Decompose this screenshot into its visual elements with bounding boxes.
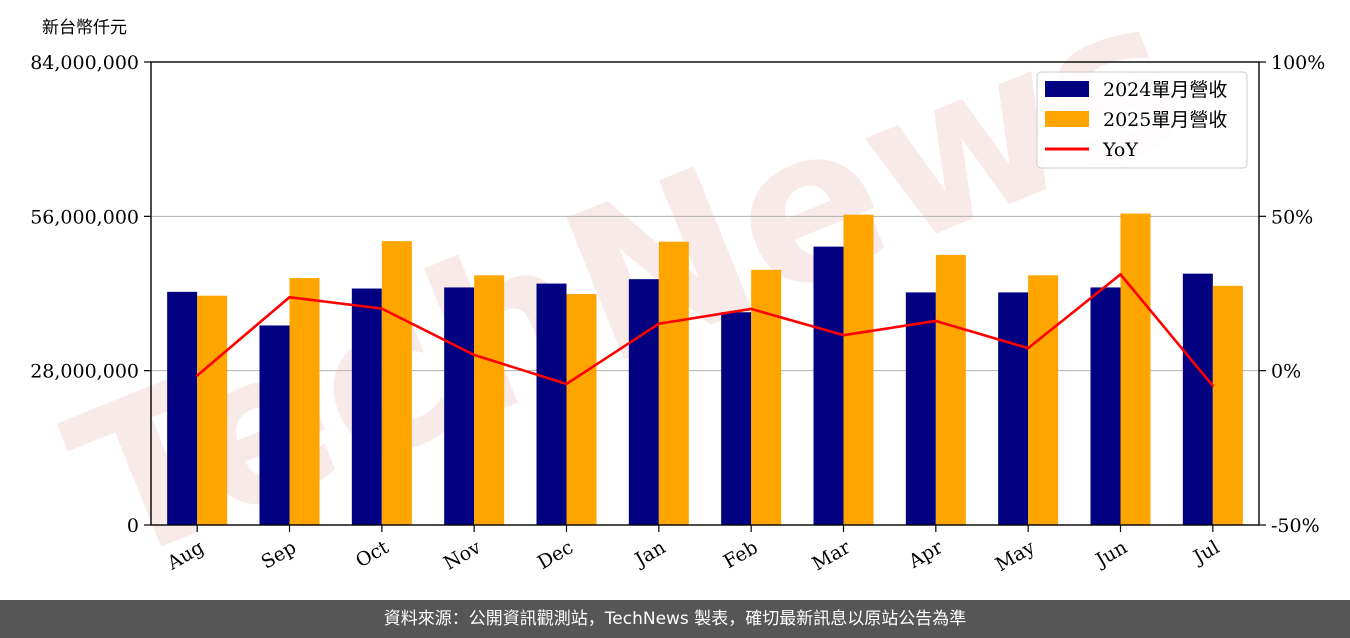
bar-2024-apr xyxy=(905,292,936,525)
bar-2024-nov xyxy=(444,287,475,525)
yoy-point-oct xyxy=(380,307,384,310)
x-tick-label-apr: Apr xyxy=(904,536,947,573)
bar-2025-apr xyxy=(935,254,966,525)
yoy-point-mar xyxy=(842,333,845,337)
yoy-point-aug xyxy=(195,374,199,377)
x-tick-label-feb: Feb xyxy=(720,536,762,573)
yoy-point-jul xyxy=(1211,384,1215,387)
x-tick-label-dec: Dec xyxy=(534,536,577,574)
y-right-tick-label-1: 0% xyxy=(1271,361,1301,383)
x-tick-label-oct: Oct xyxy=(352,536,393,572)
bar-2024-may xyxy=(998,292,1029,525)
legend-item-1-swatch xyxy=(1045,111,1089,127)
y-right-tick-label-2: 50% xyxy=(1271,206,1313,228)
yoy-point-apr xyxy=(934,319,938,323)
x-tick-label-mar: Mar xyxy=(808,536,854,575)
y-left-tick-label-1: 28,000,000 xyxy=(30,361,139,383)
legend-item-1-label: 2025單月營收 xyxy=(1103,109,1227,131)
y-left-tick-label-0: 0 xyxy=(127,515,139,537)
bar-2025-nov xyxy=(474,275,505,525)
y-left-tick-label-2: 56,000,000 xyxy=(30,206,139,228)
bar-2025-sep xyxy=(289,278,320,525)
yoy-point-jan xyxy=(657,322,661,325)
yoy-point-feb xyxy=(749,307,753,311)
yoy-point-dec xyxy=(565,382,568,386)
legend-item-0-swatch xyxy=(1045,81,1089,97)
yoy-point-may xyxy=(1026,346,1030,350)
bar-2025-feb xyxy=(751,269,782,525)
bar-2024-oct xyxy=(351,288,382,525)
bar-2025-jun xyxy=(1120,213,1151,525)
bar-2025-jan xyxy=(658,241,689,525)
bar-2024-jan xyxy=(628,279,659,525)
x-tick-label-nov: Nov xyxy=(440,536,485,575)
x-tick-label-jul: Jul xyxy=(1188,536,1223,569)
footer-source-note: 資料來源：公開資訊觀測站，TechNews 製表，確切最新訊息以原站公告為準 xyxy=(0,600,1350,638)
yoy-line xyxy=(196,273,1214,387)
y-unit-label: 新台幣仟元 xyxy=(42,18,127,38)
bar-2024-sep xyxy=(259,325,290,525)
y-right-tick-label-3: 100% xyxy=(1271,52,1325,74)
legend-box xyxy=(1036,71,1248,169)
bar-2024-mar xyxy=(813,246,844,525)
yoy-point-jun xyxy=(1119,273,1122,276)
x-tick-label-may: May xyxy=(992,536,1039,576)
x-tick-label-jan: Jan xyxy=(630,536,670,572)
plot-frame xyxy=(150,61,1260,526)
bars xyxy=(167,213,1243,526)
bar-2025-aug xyxy=(197,295,228,525)
yoy-point-nov xyxy=(472,353,476,357)
bar-2025-dec xyxy=(566,294,597,525)
y-right-tick-label-0: -50% xyxy=(1271,515,1320,537)
bar-2025-may xyxy=(1028,275,1059,525)
x-tick-label-jun: Jun xyxy=(1090,536,1131,572)
bar-2024-aug xyxy=(167,291,198,525)
gridlines xyxy=(151,215,1259,372)
bar-2024-feb xyxy=(721,312,752,525)
chart: TechNews 028,000,00056,000,00084,000,000… xyxy=(30,0,1325,600)
bar-2025-oct xyxy=(381,241,412,525)
legend-item-0-label: 2024單月營收 xyxy=(1103,79,1227,101)
legend: 2024單月營收 2025單月營收 YoY xyxy=(1036,71,1248,169)
bar-2025-jul xyxy=(1212,285,1243,525)
bar-2024-jul xyxy=(1182,273,1213,525)
yoy-point-sep xyxy=(288,296,291,299)
legend-item-2-label: YoY xyxy=(1102,139,1138,161)
bar-2024-dec xyxy=(536,283,567,525)
y-left-tick-label-3: 84,000,000 xyxy=(30,52,139,74)
bar-2024-jun xyxy=(1090,287,1121,525)
bar-2025-mar xyxy=(843,214,874,526)
yoy-line-layer xyxy=(195,273,1215,387)
